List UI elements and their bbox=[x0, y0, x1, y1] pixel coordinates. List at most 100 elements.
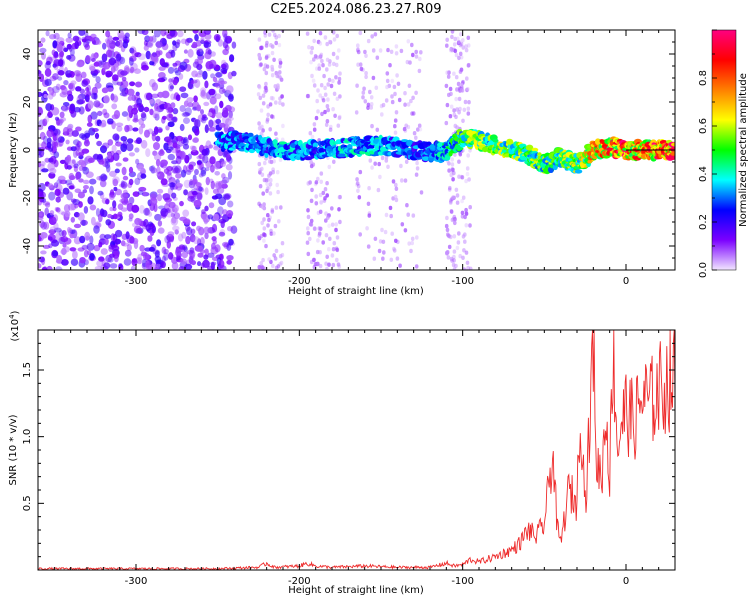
spectrogram-cell bbox=[195, 40, 202, 47]
spectrogram-cell bbox=[271, 96, 275, 101]
spectrogram-cell bbox=[108, 57, 117, 66]
colorbar-tick-label: 0.0 bbox=[698, 262, 709, 278]
spectrogram-cell bbox=[182, 112, 191, 117]
spectrogram-cell bbox=[89, 178, 97, 185]
spectrogram-cell bbox=[175, 145, 181, 154]
spectrogram-cell bbox=[121, 200, 130, 206]
spectrogram-cell bbox=[212, 76, 218, 83]
spectrogram-cell bbox=[264, 243, 268, 249]
spectrogram-cell bbox=[130, 265, 136, 270]
spectrogram-cell bbox=[109, 263, 118, 269]
spectrogram-cell bbox=[457, 55, 461, 61]
spectrogram-cell bbox=[203, 226, 211, 235]
spectrogram-cell bbox=[93, 244, 101, 252]
spectrogram-cell bbox=[405, 59, 410, 65]
spectrogram-cell bbox=[366, 244, 371, 249]
spectrogram-cell bbox=[122, 175, 129, 181]
spectrogram-cell bbox=[270, 209, 275, 214]
spectrogram-cell bbox=[335, 257, 339, 263]
spectrogram-cell bbox=[114, 255, 119, 263]
spectrogram-cell bbox=[338, 194, 342, 200]
spectrogram-cell bbox=[163, 142, 169, 151]
spectrogram-cell bbox=[186, 250, 194, 255]
spectrogram-cell bbox=[53, 151, 60, 159]
spectrogram-cell bbox=[204, 187, 209, 196]
spectrogram-cell bbox=[450, 162, 455, 167]
spectrogram-cell bbox=[450, 48, 455, 53]
spectrogram-cell bbox=[270, 207, 275, 213]
snr-series-line bbox=[38, 330, 675, 570]
spectrogram-cell bbox=[83, 185, 89, 190]
spectrogram-cell bbox=[211, 242, 216, 250]
spectrogram-cell bbox=[310, 45, 315, 51]
spectrogram-cell bbox=[115, 188, 122, 196]
spectrogram-cell bbox=[54, 116, 60, 121]
spectrogram-cell bbox=[363, 49, 367, 55]
spectrogram-cell bbox=[190, 260, 196, 266]
spectrogram-cell bbox=[152, 55, 159, 63]
spectrogram-cell bbox=[277, 33, 281, 39]
spectrogram-cell bbox=[210, 73, 216, 79]
spectrogram-cell bbox=[145, 224, 151, 232]
spectrogram-cell bbox=[78, 30, 86, 36]
spectrogram-cell bbox=[182, 209, 190, 217]
spectrogram-cell bbox=[76, 147, 82, 152]
spectrogram-cell bbox=[229, 54, 235, 63]
spectrogram-cell bbox=[110, 65, 116, 73]
spectrogram-cell bbox=[248, 148, 255, 154]
spectrogram-cell bbox=[452, 249, 457, 254]
spectrogram-cell bbox=[319, 200, 324, 205]
spectrogram-cell bbox=[275, 73, 280, 79]
spectrogram-cell bbox=[452, 267, 457, 270]
spectrogram-cell bbox=[70, 48, 75, 57]
spectrogram-cell bbox=[111, 103, 118, 110]
spectrogram-cell bbox=[315, 249, 320, 255]
colorbar-gradient bbox=[711, 29, 737, 271]
spectrogram-cell bbox=[445, 70, 450, 75]
spectrogram-cell bbox=[451, 216, 456, 222]
spectrogram-cell bbox=[461, 255, 465, 260]
spectrogram-cell bbox=[326, 107, 331, 113]
spectrogram-cell bbox=[305, 240, 310, 245]
spectrogram-cell bbox=[334, 75, 338, 80]
spectrogram-cell bbox=[38, 70, 42, 75]
spectrogram-x-tick-label: 0 bbox=[623, 276, 629, 287]
spectrogram-cell bbox=[226, 85, 234, 94]
spectrogram-cell bbox=[312, 257, 316, 263]
spectrogram-cell bbox=[465, 171, 470, 177]
spectrogram-cell bbox=[195, 182, 202, 188]
spectrogram-cell bbox=[164, 235, 171, 244]
spectrogram-cell bbox=[574, 169, 583, 174]
spectrogram-cell bbox=[259, 131, 264, 136]
spectrogram-cell bbox=[122, 157, 129, 162]
spectrogram-cell bbox=[89, 204, 97, 211]
spectrogram-cell bbox=[203, 101, 210, 107]
spectrogram-cell bbox=[338, 114, 342, 120]
spectrogram-cell bbox=[465, 260, 470, 265]
spectrogram-cell bbox=[369, 95, 374, 100]
spectrogram-cell bbox=[77, 212, 85, 222]
spectrogram-cell bbox=[410, 111, 414, 116]
spectrogram-cell bbox=[259, 261, 264, 266]
spectrogram-cell bbox=[202, 259, 210, 268]
spectrogram-cell bbox=[455, 193, 460, 198]
spectrogram-cell bbox=[87, 100, 94, 110]
spectrogram-cell bbox=[175, 173, 182, 179]
spectrogram-cell bbox=[175, 155, 182, 165]
spectrogram-cell bbox=[450, 34, 454, 40]
spectrogram-cell bbox=[321, 190, 326, 196]
spectrogram-cell bbox=[274, 248, 279, 254]
spectrogram-cell bbox=[258, 125, 262, 130]
spectrogram-cell bbox=[274, 35, 279, 40]
spectrogram-cell bbox=[331, 78, 335, 84]
spectrogram-cell bbox=[418, 127, 423, 132]
spectrogram-cell bbox=[128, 178, 134, 186]
spectrogram-cell bbox=[262, 226, 267, 231]
spectrogram-cell bbox=[107, 139, 114, 146]
spectrogram-cell bbox=[114, 238, 122, 245]
spectrogram-cell bbox=[415, 160, 419, 166]
spectrogram-cell bbox=[66, 55, 72, 60]
spectrogram-cell bbox=[458, 253, 463, 259]
spectrogram-cell bbox=[165, 211, 174, 218]
spectrogram-cell bbox=[62, 126, 70, 136]
